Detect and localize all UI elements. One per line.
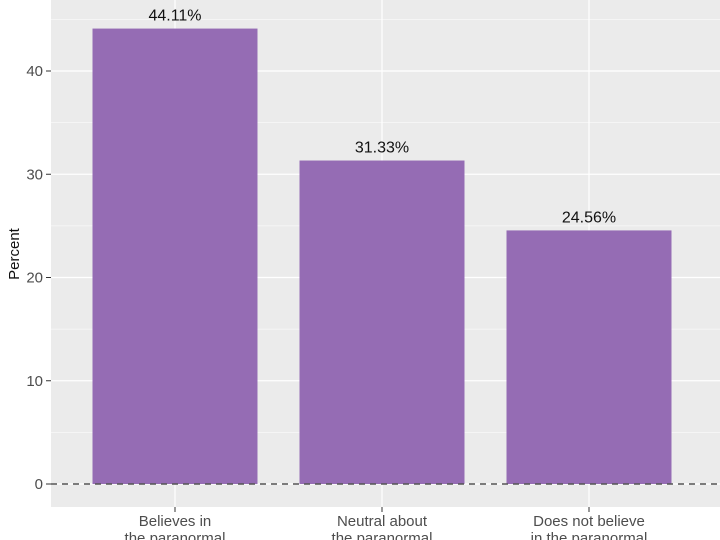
y-tick-label: 40 <box>26 63 43 80</box>
data-label: 44.11% <box>148 8 201 25</box>
x-tick-label: Neutral about <box>337 513 428 530</box>
y-axis-label: Percent <box>6 227 23 280</box>
bar <box>92 28 258 485</box>
y-tick-label: 10 <box>26 373 43 390</box>
x-tick-label: in the paranormal <box>531 530 648 540</box>
y-tick-label: 0 <box>35 476 43 493</box>
bar <box>299 160 465 484</box>
x-tick-label: the paranormal <box>332 530 433 540</box>
x-tick-label: the paranormal <box>125 530 226 540</box>
x-tick-label: Does not believe <box>533 513 645 530</box>
bar <box>506 230 672 484</box>
data-label: 24.56% <box>562 209 616 226</box>
x-tick-label: Believes in <box>139 513 212 530</box>
y-tick-label: 20 <box>26 270 43 287</box>
data-label: 31.33% <box>355 140 409 157</box>
y-tick-label: 30 <box>26 166 43 183</box>
